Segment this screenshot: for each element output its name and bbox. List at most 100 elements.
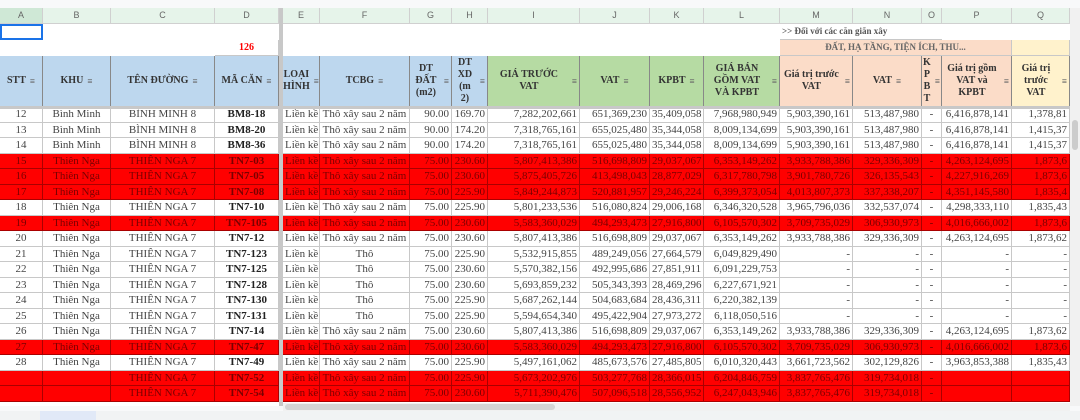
table-cell[interactable]: 29,037,067 xyxy=(650,153,704,169)
table-cell[interactable]: TN7-05 xyxy=(215,169,279,185)
table-cell[interactable]: 27,973,272 xyxy=(650,308,704,324)
table-cell[interactable]: 516,698,809 xyxy=(580,324,650,340)
frozen-column-divider[interactable] xyxy=(279,8,283,406)
table-cell[interactable]: THIÊN NGA 7 xyxy=(111,184,215,200)
table-cell[interactable]: 75.00 xyxy=(410,231,452,247)
table-cell[interactable]: 75.00 xyxy=(410,262,452,278)
table-cell[interactable]: 5,594,654,340 xyxy=(488,308,580,324)
column-header-c[interactable]: C xyxy=(111,8,215,24)
table-cell[interactable]: 29,037,067 xyxy=(650,324,704,340)
table-cell[interactable]: 13 xyxy=(0,122,43,138)
table-cell[interactable]: 35,344,058 xyxy=(650,138,704,154)
table-cell[interactable]: - xyxy=(942,246,1012,262)
table-cell[interactable]: 90.00 xyxy=(410,138,452,154)
table-cell[interactable]: 332,537,074 xyxy=(853,200,922,216)
table-cell[interactable]: Thiên Nga xyxy=(43,215,111,231)
table-cell[interactable]: 3,837,765,476 xyxy=(780,386,853,402)
table-cell[interactable]: 5,570,382,156 xyxy=(488,262,580,278)
table-cell[interactable]: 5,849,244,873 xyxy=(488,184,580,200)
column-header-g[interactable]: G xyxy=(410,8,452,24)
table-cell[interactable]: 5,801,233,536 xyxy=(488,200,580,216)
table-cell[interactable]: 1,378,81 xyxy=(1012,107,1070,123)
table-cell[interactable]: - xyxy=(922,339,942,355)
table-cell[interactable]: 7,318,765,161 xyxy=(488,138,580,154)
table-cell[interactable]: 3,901,780,726 xyxy=(780,169,853,185)
column-header-d[interactable]: D xyxy=(215,8,279,24)
table-cell[interactable]: - xyxy=(922,153,942,169)
table-cell[interactable]: THIÊN NGA 7 xyxy=(111,293,215,309)
table-cell[interactable]: 3,933,788,386 xyxy=(780,324,853,340)
header-cell[interactable]: DT XD (m 2) ≡ xyxy=(452,56,488,107)
column-header-f[interactable]: F xyxy=(320,8,410,24)
header-cell[interactable]: Giá trị gồm VAT và KPBT ≡ xyxy=(942,56,1012,107)
table-cell[interactable]: 27 xyxy=(0,339,43,355)
table-cell[interactable]: 5,693,859,232 xyxy=(488,277,580,293)
header-cell[interactable]: MÃ CĂN ≡ xyxy=(215,56,279,107)
table-cell[interactable]: TN7-131 xyxy=(215,308,279,324)
table-cell[interactable]: - xyxy=(922,200,942,216)
table-cell[interactable]: - xyxy=(922,122,942,138)
table-cell[interactable]: 655,025,480 xyxy=(580,138,650,154)
table-cell[interactable]: 5,583,360,029 xyxy=(488,339,580,355)
table-cell[interactable]: - xyxy=(780,277,853,293)
filter-icon[interactable]: ≡ xyxy=(29,76,36,86)
table-cell[interactable]: 5,903,390,161 xyxy=(780,107,853,123)
table-cell[interactable]: Thô xyxy=(320,308,410,324)
table-cell[interactable]: - xyxy=(922,355,942,371)
table-cell[interactable]: Thô xây sau 2 năm xyxy=(320,324,410,340)
table-cell[interactable]: 302,129,826 xyxy=(853,355,922,371)
filter-icon[interactable]: ≡ xyxy=(934,76,940,86)
table-cell[interactable]: 520,881,957 xyxy=(580,184,650,200)
table-cell[interactable]: 24 xyxy=(0,293,43,309)
header-cell[interactable]: VAT ≡ xyxy=(853,56,922,107)
table-cell[interactable]: 7,318,765,161 xyxy=(488,122,580,138)
vertical-scrollbar[interactable] xyxy=(1070,8,1080,406)
column-header-b[interactable]: B xyxy=(43,8,111,24)
filter-icon[interactable]: ≡ xyxy=(266,76,272,86)
table-cell[interactable]: 90.00 xyxy=(410,107,452,123)
table-cell[interactable]: Liền kề xyxy=(283,169,320,185)
table-cell[interactable]: 5,711,390,476 xyxy=(488,386,580,402)
table-cell[interactable]: Liền kề xyxy=(283,262,320,278)
table-cell[interactable]: - xyxy=(1012,246,1070,262)
table-cell[interactable]: 494,293,473 xyxy=(580,339,650,355)
table-cell[interactable]: Thô xây sau 2 năm xyxy=(320,215,410,231)
table-cell[interactable]: 225.90 xyxy=(452,370,488,386)
header-cell[interactable]: KPBT ≡ xyxy=(650,56,704,107)
table-cell[interactable]: 28,556,952 xyxy=(650,386,704,402)
table-cell[interactable]: - xyxy=(922,107,942,123)
table-cell[interactable]: 6,010,320,443 xyxy=(704,355,780,371)
column-header-j[interactable]: J xyxy=(580,8,650,24)
table-cell[interactable]: 90.00 xyxy=(410,122,452,138)
table-cell[interactable]: 6,353,149,262 xyxy=(704,153,780,169)
table-cell[interactable]: 75.00 xyxy=(410,308,452,324)
table-cell[interactable]: 19 xyxy=(0,215,43,231)
table-cell[interactable]: 1,873,6 xyxy=(1012,339,1070,355)
table-cell[interactable]: 6,118,050,516 xyxy=(704,308,780,324)
table-cell[interactable]: 6,416,878,141 xyxy=(942,122,1012,138)
table-cell[interactable]: Thiên Nga xyxy=(43,246,111,262)
table-cell[interactable]: 5,583,360,029 xyxy=(488,215,580,231)
table-cell[interactable]: THIÊN NGA 7 xyxy=(111,231,215,247)
table-cell[interactable]: Thiên Nga xyxy=(43,339,111,355)
table-cell[interactable]: 75.00 xyxy=(410,324,452,340)
table-cell[interactable]: Liền kề xyxy=(283,324,320,340)
table-cell[interactable]: Thô xây sau 2 năm xyxy=(320,138,410,154)
table-cell[interactable]: 28,436,311 xyxy=(650,293,704,309)
table-cell[interactable]: - xyxy=(1012,262,1070,278)
header-cell[interactable]: Giá trị trước VAT ≡ xyxy=(1012,56,1070,107)
header-cell[interactable]: K P B T ≡ xyxy=(922,56,942,107)
table-cell[interactable]: TN7-54 xyxy=(215,386,279,402)
table-cell[interactable]: 6,353,149,262 xyxy=(704,231,780,247)
table-cell[interactable]: 75.00 xyxy=(410,246,452,262)
table-cell[interactable]: 3,933,788,386 xyxy=(780,231,853,247)
table-cell[interactable]: Liền kề xyxy=(283,339,320,355)
table-cell[interactable]: - xyxy=(853,262,922,278)
table-cell[interactable]: 23 xyxy=(0,277,43,293)
filter-icon[interactable]: ≡ xyxy=(479,76,485,86)
table-cell[interactable]: 225.90 xyxy=(452,308,488,324)
table-cell[interactable]: Liền kề xyxy=(283,153,320,169)
table-cell[interactable]: 6,049,829,490 xyxy=(704,246,780,262)
table-cell[interactable]: - xyxy=(942,262,1012,278)
table-cell[interactable]: 8,009,134,699 xyxy=(704,138,780,154)
